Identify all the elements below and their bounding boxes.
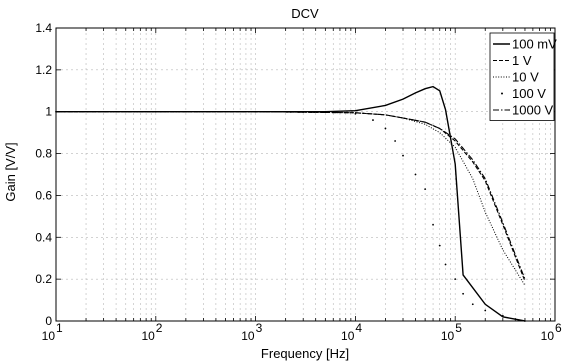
legend-entry: 10 V: [493, 70, 539, 85]
x-axis-label: Frequency [Hz]: [261, 346, 349, 361]
legend-label: 10 V: [512, 70, 539, 85]
x-tick-base: 10: [441, 329, 455, 343]
y-tick-label: 1.4: [35, 21, 52, 35]
y-tick-label: 0: [45, 314, 52, 328]
x-tick-base: 10: [42, 329, 56, 343]
legend-entry: 100 V: [501, 86, 546, 101]
data-point: [424, 188, 427, 191]
data-point: [372, 119, 374, 121]
data-point: [462, 292, 465, 295]
legend-label: 100 V: [512, 86, 546, 101]
y-tick-label: 0.6: [35, 188, 52, 202]
x-tick-label: 105: [441, 321, 462, 343]
x-tick-label: 103: [241, 321, 262, 343]
data-point: [444, 263, 447, 266]
x-tick-exponent: 6: [555, 321, 562, 335]
y-tick-label: 0.4: [35, 230, 52, 244]
x-tick-exponent: 2: [156, 321, 163, 335]
y-tick-label: 0.2: [35, 272, 52, 286]
data-point: [501, 314, 504, 317]
x-tick-base: 10: [541, 329, 555, 343]
x-tick-base: 10: [341, 329, 355, 343]
x-tick-label: 102: [141, 321, 162, 343]
plot-frame: [55, 27, 556, 322]
series-layer: [55, 85, 526, 322]
data-point: [454, 278, 457, 281]
x-tick-base: 10: [241, 329, 255, 343]
x-tick-label: 106: [541, 321, 562, 343]
legend-entry: 1 V: [493, 53, 532, 68]
data-point: [484, 309, 487, 312]
data-point: [438, 244, 441, 247]
legend-label: 1 V: [512, 53, 532, 68]
legend-swatch: [501, 92, 503, 95]
legend-entry: 1000 V: [493, 103, 554, 118]
x-tick-exponent: 4: [355, 321, 362, 335]
x-tick-exponent: 1: [56, 321, 63, 335]
data-point: [432, 223, 434, 226]
data-point: [354, 112, 357, 115]
y-tick-label: 1.2: [35, 63, 52, 77]
series-line-1-v: [56, 111, 526, 282]
legend-entry: 100 mV: [493, 37, 557, 52]
data-point: [471, 303, 474, 306]
series-line-10-v: [56, 111, 526, 286]
y-tick-label: 0.8: [35, 147, 52, 161]
series-line-1000-v: [56, 111, 526, 280]
legend-box: [489, 32, 555, 121]
data-point: [394, 140, 397, 142]
y-tick-label: 1: [45, 105, 52, 119]
axis-ticks: [55, 27, 556, 322]
y-tick-labels: 0 0.2 0.4 0.6 0.8 1 1.2 1.4: [35, 21, 52, 328]
series-100-v: [55, 110, 526, 322]
x-tick-exponent: 3: [256, 321, 263, 335]
legend-label: 1000 V: [512, 103, 554, 118]
data-point: [414, 173, 417, 176]
data-point: [402, 154, 404, 157]
x-tick-exponent: 5: [455, 321, 462, 335]
series-line-100-mv: [56, 85, 526, 322]
grid-lines: [56, 28, 555, 321]
chart-title: DCV: [291, 6, 319, 21]
y-axis-label: Gain [V/V]: [3, 142, 18, 201]
x-tick-label: 104: [341, 321, 362, 343]
legend-label: 100 mV: [512, 37, 557, 52]
x-tick-base: 10: [141, 329, 155, 343]
x-tick-label: 101: [42, 321, 63, 343]
data-point: [384, 127, 387, 130]
